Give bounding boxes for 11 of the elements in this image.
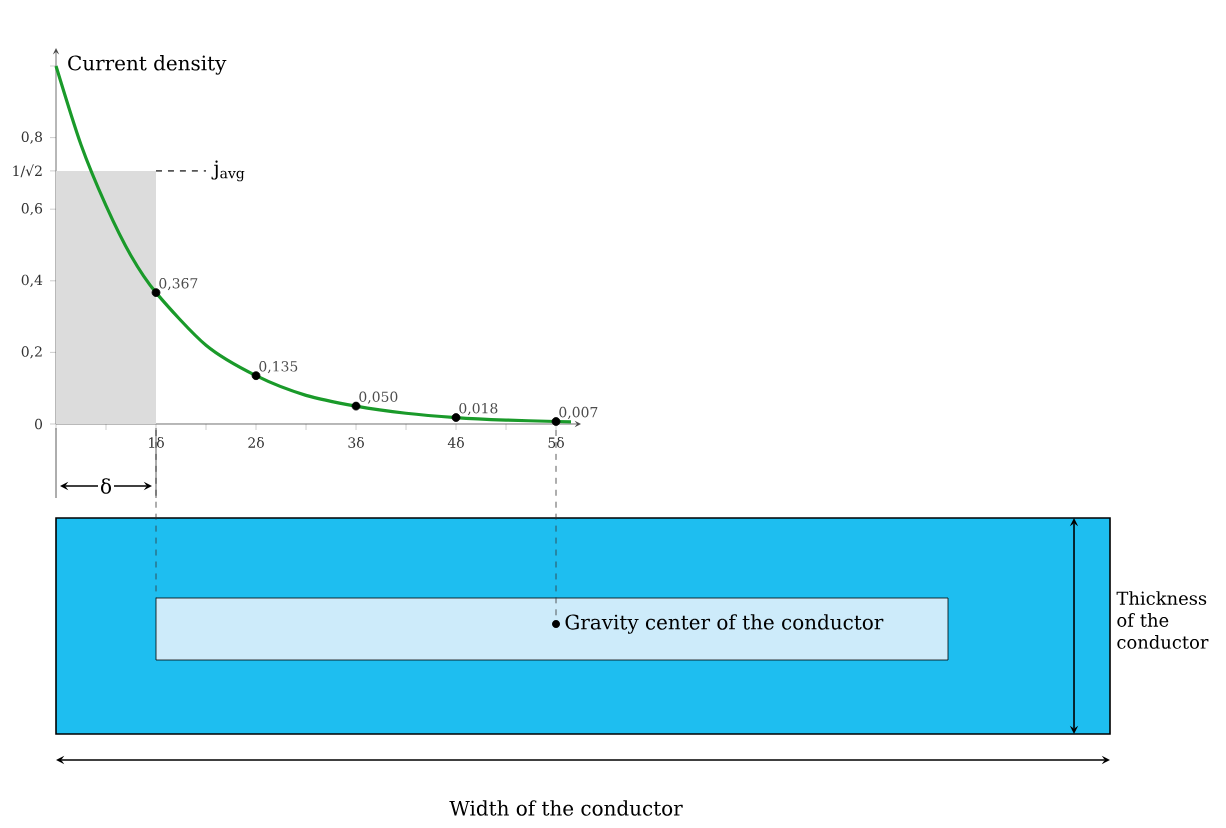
- text: Thickness of the conductor: [1116, 591, 1209, 649]
- point: [351, 401, 361, 411]
- y-axis-title: Current density: [68, 55, 227, 75]
- point: [151, 288, 161, 297]
- text: δ: [101, 478, 112, 494]
- point: [551, 417, 561, 426]
- point: [451, 413, 461, 422]
- text: Gravity center of the conductor: [565, 614, 884, 634]
- ref-line-label: j$_{avg}$: [211, 160, 245, 182]
- text: Width of the conductor: [449, 800, 683, 816]
- point: [251, 371, 261, 381]
